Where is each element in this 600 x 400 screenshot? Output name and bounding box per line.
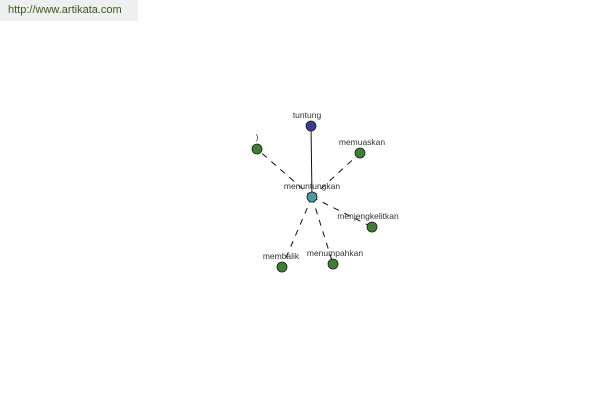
edge (310, 125, 313, 198)
edge (281, 196, 313, 268)
word-node[interactable] (251, 143, 263, 155)
center-node-label: menuntungkan (284, 181, 341, 191)
word-node-label[interactable]: membalik (263, 251, 300, 261)
word-node[interactable] (305, 120, 317, 132)
word-node[interactable] (366, 221, 378, 233)
center-node[interactable] (306, 191, 318, 203)
edge (256, 148, 313, 198)
word-node-label[interactable]: memuaskan (339, 137, 386, 147)
word-node[interactable] (354, 147, 366, 159)
word-node[interactable] (276, 261, 288, 273)
word-node-label[interactable]: ) (256, 132, 259, 142)
word-node[interactable] (327, 258, 339, 270)
word-node-label[interactable]: tuntung (293, 110, 322, 120)
site-link[interactable]: http://www.artikata.com (0, 0, 138, 21)
word-node-label[interactable]: menjengkelitkan (337, 211, 399, 221)
word-node-label[interactable]: menumpahkan (307, 248, 364, 258)
